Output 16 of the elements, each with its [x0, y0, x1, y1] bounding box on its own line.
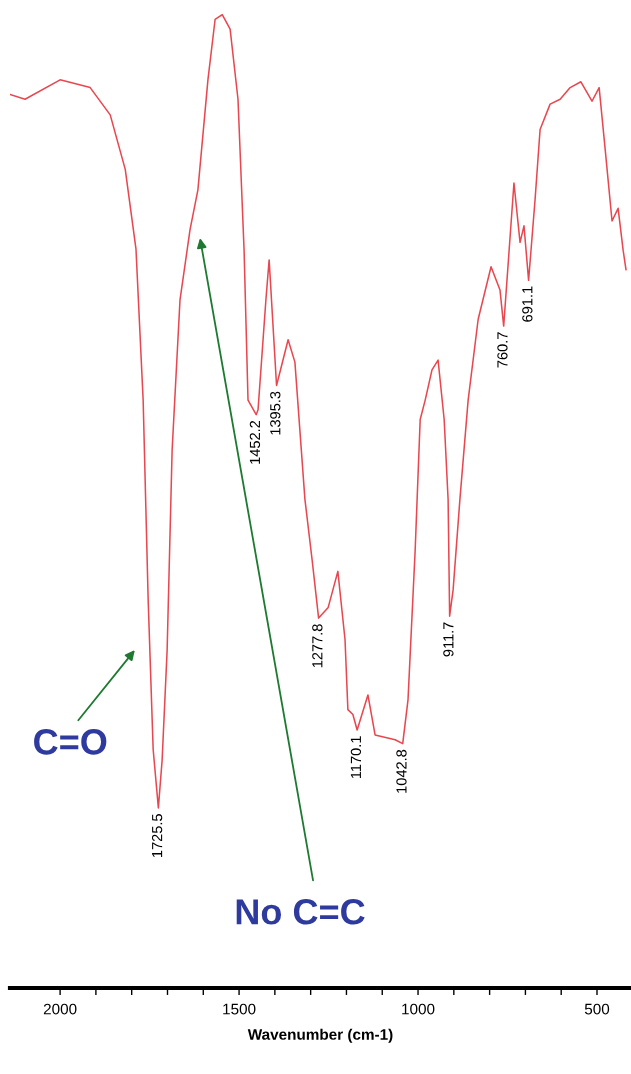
annotation: 691.1	[522, 286, 533, 322]
x-tick-label: 500	[584, 1003, 610, 1015]
annotation: 1277.8	[312, 624, 323, 668]
x-tick-label: 2000	[43, 1003, 77, 1015]
x-tick-label: 1000	[402, 1003, 435, 1015]
annotation: No C=C	[236, 899, 365, 925]
annotation: C=O	[34, 729, 107, 755]
annotation: 760.7	[497, 332, 508, 368]
x-tick-label: 1500	[223, 1003, 256, 1015]
annotation: 1042.8	[396, 749, 407, 793]
x-axis-title: Wavenumber (cm-1)	[247, 1028, 393, 1043]
annotation: 911.7	[443, 622, 454, 657]
annotation: 1452.2	[249, 420, 261, 464]
annotation: 1395.3	[270, 391, 281, 435]
annotation: 1725.5	[151, 814, 163, 857]
annotation: 1170.1	[350, 736, 362, 779]
